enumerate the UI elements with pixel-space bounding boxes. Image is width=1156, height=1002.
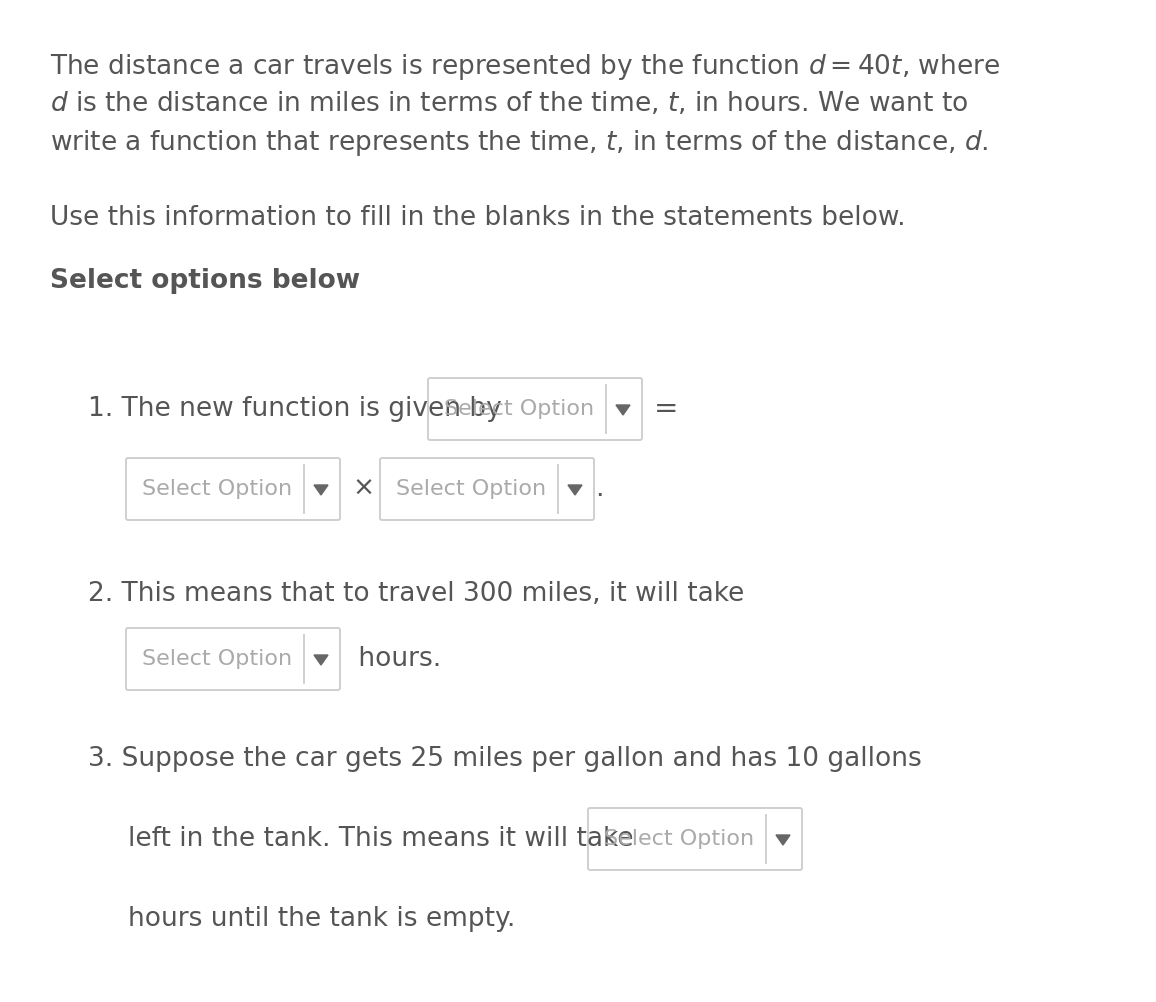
Text: 3. Suppose the car gets 25 miles per gallon and has 10 gallons: 3. Suppose the car gets 25 miles per gal…	[88, 746, 921, 772]
Polygon shape	[314, 485, 328, 495]
FancyBboxPatch shape	[380, 458, 594, 520]
Text: hours until the tank is empty.: hours until the tank is empty.	[128, 906, 516, 932]
Polygon shape	[568, 485, 581, 495]
FancyBboxPatch shape	[588, 808, 802, 870]
Text: Select options below: Select options below	[50, 268, 361, 294]
Text: $d$ is the distance in miles in terms of the time, $t$, in hours. We want to: $d$ is the distance in miles in terms of…	[50, 90, 969, 117]
Text: Select Option: Select Option	[142, 479, 292, 499]
Text: .: .	[595, 476, 603, 502]
Text: Select Option: Select Option	[444, 399, 594, 419]
Text: Select Option: Select Option	[142, 649, 292, 669]
Text: Select Option: Select Option	[603, 829, 754, 849]
Text: 2. This means that to travel 300 miles, it will take: 2. This means that to travel 300 miles, …	[88, 581, 744, 607]
Text: =: =	[654, 395, 679, 423]
Text: write a function that represents the time, $t$, in terms of the distance, $d$.: write a function that represents the tim…	[50, 128, 988, 158]
FancyBboxPatch shape	[428, 378, 642, 440]
Text: 1. The new function is given by: 1. The new function is given by	[88, 396, 502, 422]
Text: Select Option: Select Option	[397, 479, 546, 499]
FancyBboxPatch shape	[126, 628, 340, 690]
Polygon shape	[616, 405, 630, 415]
Text: The distance a car travels is represented by the function $d = 40t$, where: The distance a car travels is represente…	[50, 52, 1000, 82]
Text: ×: ×	[351, 476, 375, 502]
Text: Use this information to fill in the blanks in the statements below.: Use this information to fill in the blan…	[50, 205, 905, 231]
FancyBboxPatch shape	[126, 458, 340, 520]
Text: hours.: hours.	[350, 646, 442, 672]
Polygon shape	[776, 835, 790, 845]
Polygon shape	[314, 655, 328, 665]
Text: left in the tank. This means it will take: left in the tank. This means it will tak…	[128, 826, 633, 852]
